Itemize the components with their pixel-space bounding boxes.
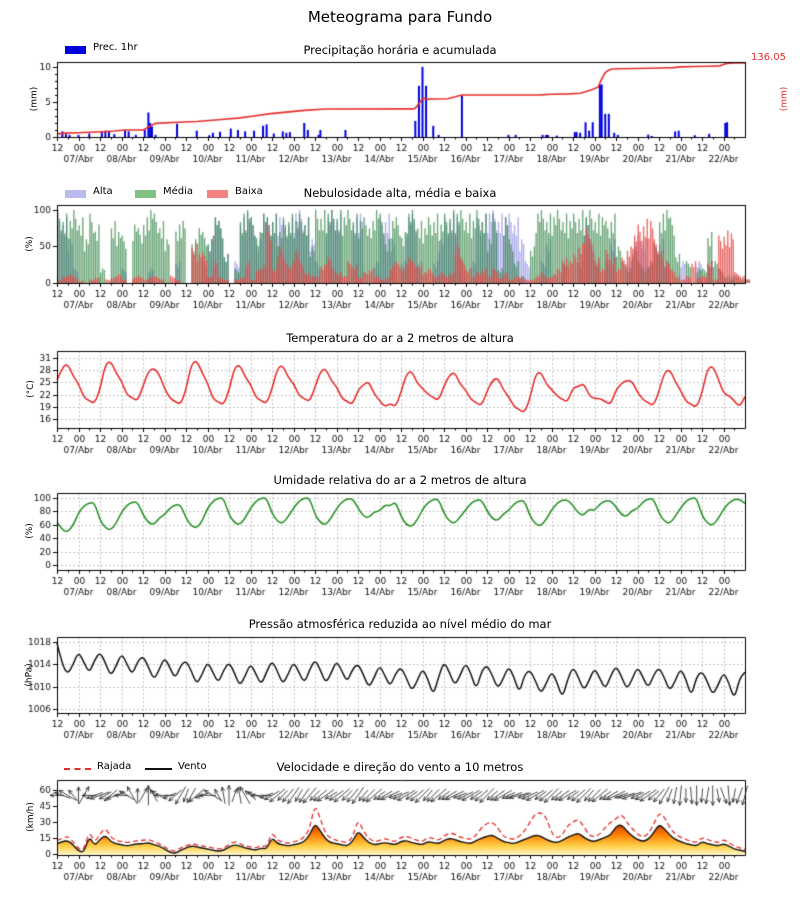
legend-label-media: Média bbox=[163, 186, 194, 197]
legend-label-vento: Vento bbox=[178, 761, 207, 772]
panel-title-humidity: Umidade relativa do ar a 2 metros de alt… bbox=[273, 473, 527, 487]
panel-title-cloudiness: Nebulosidade alta, média e baixa bbox=[303, 186, 497, 200]
page-title: Meteograma para Fundo bbox=[307, 8, 493, 26]
legend-label-prec1hr: Prec. 1hr bbox=[93, 42, 138, 53]
legend-label-rajada: Rajada bbox=[97, 761, 132, 772]
panel-title-wind: Velocidade e direção do vento a 10 metro… bbox=[276, 760, 524, 774]
legend-line-vento bbox=[145, 768, 172, 770]
ylabel-press-hpa: (hPa) bbox=[24, 663, 35, 687]
ylabel-cloud-pct: (%) bbox=[24, 236, 35, 252]
legend-swatch-prec1hr bbox=[65, 46, 86, 54]
panel-title-pressure: Pressão atmosférica reduzida ao nível mé… bbox=[248, 617, 552, 631]
legend-line-rajada bbox=[64, 768, 91, 770]
legend-label-alta: Alta bbox=[93, 186, 113, 197]
ylabel-precip-mm: (mm) bbox=[29, 86, 40, 112]
panel-title-temperature: Temperatura do ar a 2 metros de altura bbox=[286, 331, 514, 345]
ylabel-hum-pct: (%) bbox=[24, 523, 35, 539]
legend-swatch-alta bbox=[65, 190, 86, 198]
ylabel-temp-c: (°C) bbox=[25, 380, 36, 398]
legend-swatch-baixa bbox=[207, 190, 228, 198]
ylabel-wind-kmh: (km/h) bbox=[25, 802, 36, 832]
cumulative-total-label: 136.05 bbox=[751, 52, 786, 63]
legend-label-baixa: Baixa bbox=[235, 186, 263, 197]
legend-swatch-media bbox=[135, 190, 156, 198]
ylabel-cum-mm-right: (mm) bbox=[779, 86, 790, 112]
panel-title-precipitation: Precipitação horária e acumulada bbox=[303, 43, 497, 57]
